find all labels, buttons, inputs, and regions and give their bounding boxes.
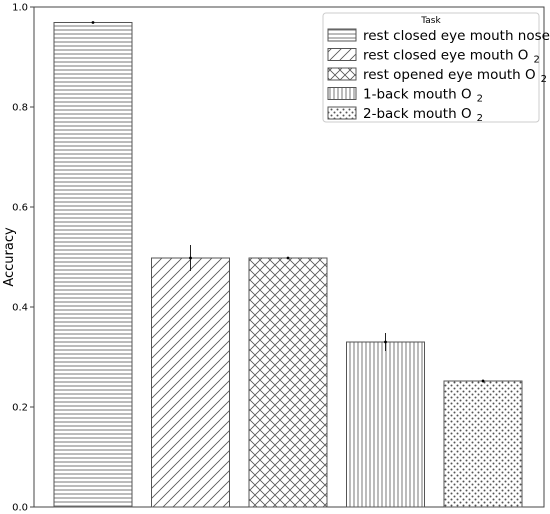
y-tick-label: 0.4 — [12, 303, 28, 314]
legend-entry: 2-back mouth O 2 — [363, 106, 483, 124]
legend-entry-label: 1-back mouth O — [363, 87, 472, 103]
legend-entry-subscript: 2 — [541, 74, 547, 85]
legend: Task rest closed eye mouth nose rest clos… — [322, 12, 550, 124]
y-axis-ticks: 0.0 0.2 0.4 0.6 0.8 1.0 — [12, 3, 34, 514]
y-tick-label: 0.0 — [12, 503, 28, 514]
legend-entry-label: rest closed eye mouth nose — [363, 28, 550, 44]
y-tick-label: 0.8 — [12, 103, 28, 114]
legend-entry: rest closed eye mouth O 2 — [363, 48, 540, 66]
legend-swatch — [327, 106, 357, 120]
legend-swatch — [327, 28, 357, 42]
legend-entry-label: 2-back mouth O — [363, 106, 472, 122]
bar-mean-marker — [384, 340, 387, 344]
bar-mean-marker — [286, 256, 290, 260]
y-tick-label: 0.2 — [12, 403, 28, 414]
bars — [53, 21, 523, 508]
legend-entry-subscript: 2 — [533, 55, 539, 66]
bar — [53, 22, 133, 508]
bar-mean-marker — [91, 21, 95, 24]
legend-entry-label: rest closed eye mouth O — [363, 48, 528, 64]
legend-title: Task — [420, 16, 441, 26]
legend-entry: rest closed eye mouth nose — [363, 28, 550, 44]
legend-entry-label: rest opened eye mouth O — [363, 67, 536, 83]
bar — [443, 380, 523, 508]
y-tick-label: 1.0 — [12, 3, 28, 14]
legend-swatch — [327, 87, 357, 100]
bar — [151, 257, 230, 508]
bar-mean-marker — [481, 379, 485, 383]
legend-swatch — [327, 48, 357, 61]
legend-box — [322, 12, 540, 123]
legend-entry: rest opened eye mouth O 2 — [363, 67, 547, 85]
legend-entry-subscript: 2 — [477, 113, 483, 124]
y-tick-label: 0.6 — [12, 203, 28, 214]
bar-mean-marker — [189, 256, 192, 260]
bar — [346, 341, 425, 508]
legend-entry-subscript: 2 — [477, 94, 483, 105]
legend-entry: 1-back mouth O 2 — [363, 87, 483, 105]
y-axis-label: Accuracy — [2, 227, 17, 287]
legend-swatch — [327, 67, 357, 81]
bar — [248, 257, 328, 508]
